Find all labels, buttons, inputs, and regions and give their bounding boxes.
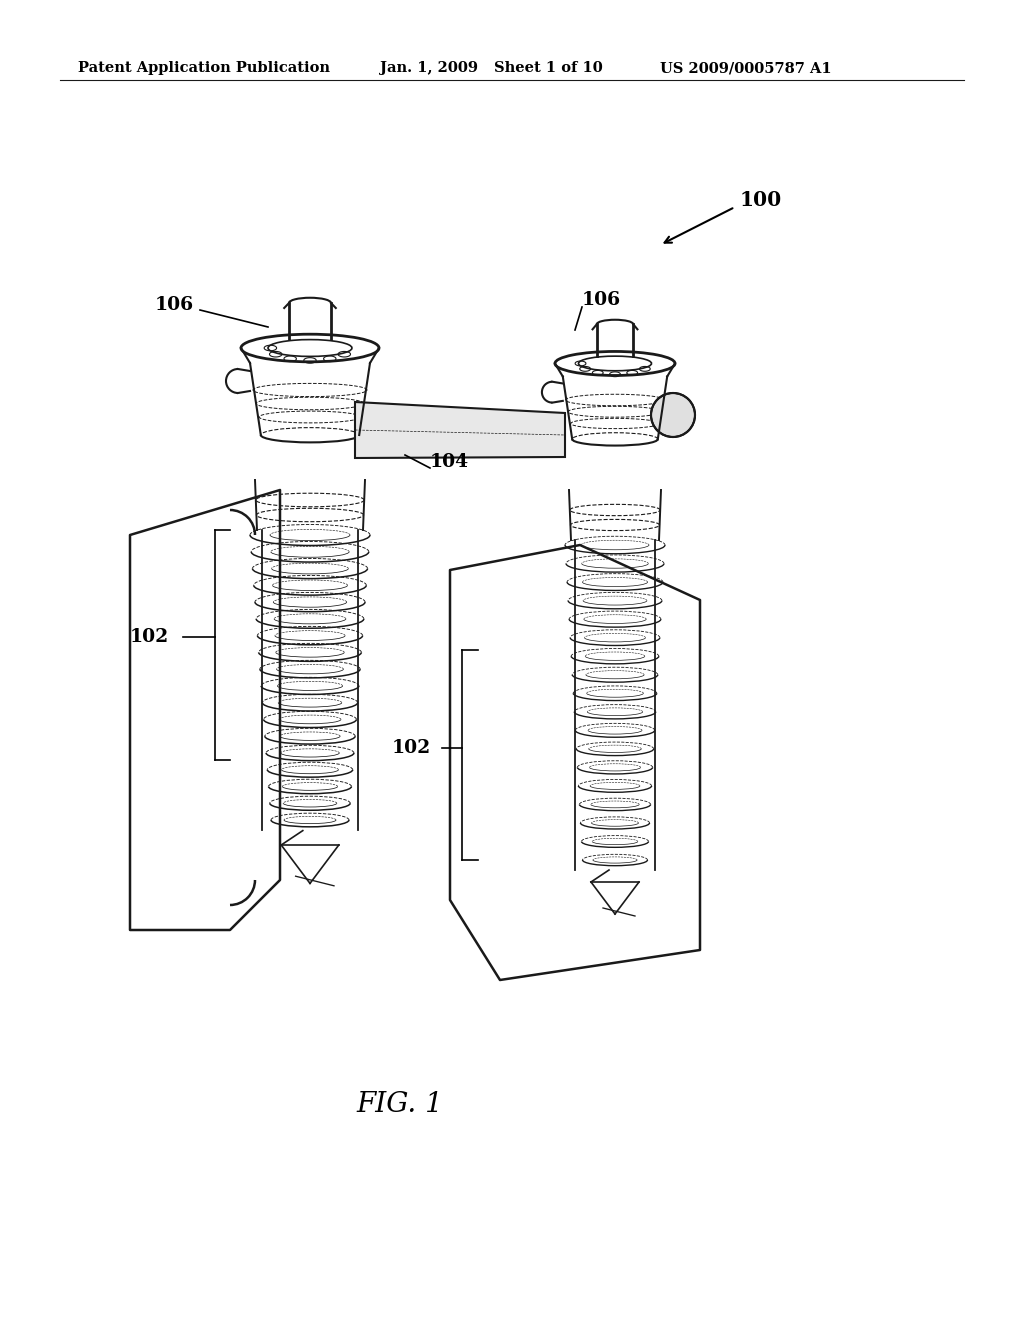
Text: Sheet 1 of 10: Sheet 1 of 10 <box>494 61 603 75</box>
Text: FIG. 1: FIG. 1 <box>356 1092 443 1118</box>
Circle shape <box>651 393 695 437</box>
Text: US 2009/0005787 A1: US 2009/0005787 A1 <box>660 61 831 75</box>
Text: Jan. 1, 2009: Jan. 1, 2009 <box>380 61 478 75</box>
Text: 100: 100 <box>740 190 782 210</box>
Text: Patent Application Publication: Patent Application Publication <box>78 61 330 75</box>
Polygon shape <box>355 403 565 458</box>
Text: 104: 104 <box>430 453 469 471</box>
Text: 106: 106 <box>155 296 195 314</box>
Text: 102: 102 <box>392 739 431 756</box>
Text: 102: 102 <box>130 628 169 645</box>
Text: 106: 106 <box>582 290 622 309</box>
